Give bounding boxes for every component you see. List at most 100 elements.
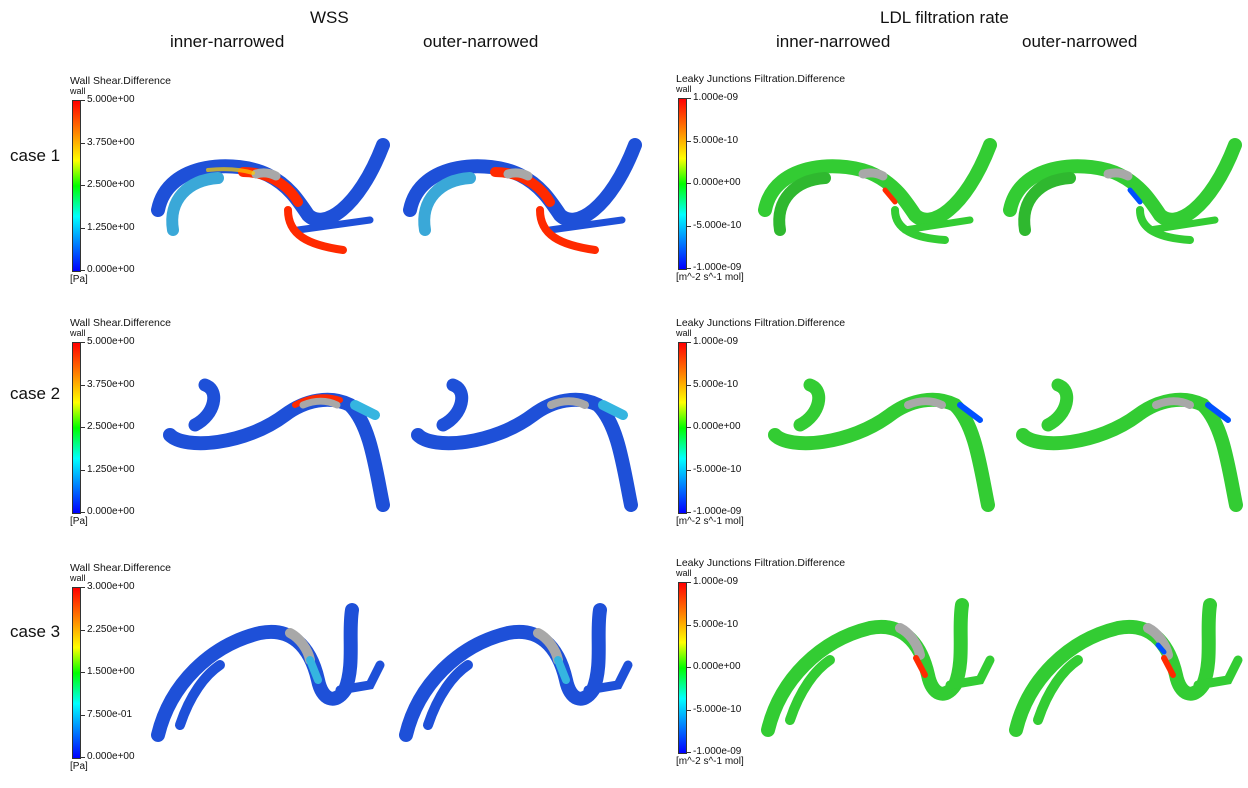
colorbar-title: Wall Shear.Difference [70, 75, 171, 87]
colorbar-tick-label: 5.000e+00 [87, 94, 135, 105]
case2-wss-inner-vessel [163, 378, 390, 512]
colorbar-tick [687, 582, 691, 583]
colorbar-gradient [678, 98, 687, 270]
colorbar-tick [687, 140, 691, 142]
colorbar-tick [81, 629, 85, 631]
colorbar-unit: [m^-2 s^-1 mol] [676, 756, 744, 767]
colorbar-tick-label: -1.000e-09 [693, 262, 742, 273]
colorbar-tick-label: 1.000e-09 [693, 576, 739, 587]
colorbar-tick-label: 5.000e+00 [87, 336, 135, 347]
colorbar-tick [687, 752, 691, 753]
colorbar-tick [687, 268, 691, 269]
colorbar-tick-label: -5.000e-10 [693, 463, 742, 475]
colorbar-subtitle: wall [70, 573, 86, 583]
colorbar-tick-label: 1.000e-09 [693, 92, 739, 103]
colorbar-tick [687, 469, 691, 471]
colorbar-tick [687, 183, 691, 184]
colorbar-unit: [Pa] [70, 274, 88, 285]
colorbar-tick [81, 672, 85, 673]
ldl-outer-header: outer-narrowed [1022, 32, 1138, 51]
colorbar-tick-label: 5.000e-10 [693, 134, 739, 146]
colorbar-unit: [m^-2 s^-1 mol] [676, 516, 744, 527]
case1-wss-outer-vessel [403, 138, 642, 254]
colorbar-tick [687, 384, 691, 386]
case1-ldl-inner-vessel [758, 138, 997, 244]
colorbar-tick-label: 5.000e-10 [693, 378, 739, 390]
colorbar-tick-label: 1.000e-09 [693, 336, 739, 347]
colorbar-unit: [m^-2 s^-1 mol] [676, 272, 744, 283]
colorbar-tick [687, 98, 691, 99]
colorbar-tick [81, 342, 85, 343]
colorbar-title: Leaky Junctions Filtration.Difference [676, 317, 846, 329]
case2-wss-outer-vessel [411, 378, 638, 512]
colorbar-tick-label: 0.000e+00 [87, 506, 135, 517]
colorbar-tick-label: 1.250e+00 [87, 221, 135, 233]
colorbar-subtitle: wall [70, 328, 86, 338]
case1-wss-inner-vessel [151, 138, 390, 254]
colorbar-tick [687, 667, 691, 668]
colorbar-tick [81, 757, 85, 758]
colorbar-tick [687, 225, 691, 227]
colorbar-tick-label: 3.750e+00 [87, 136, 135, 148]
colorbar-tick [81, 270, 85, 271]
case2-ldl-inner-vessel [768, 378, 995, 512]
colorbar-gradient [678, 342, 687, 514]
colorbar-tick [687, 512, 691, 513]
colorbar-tick-label: 0.000e+00 [693, 421, 741, 432]
case3-wss-inner-vessel [151, 603, 385, 742]
case3-ldl-inner-vessel [761, 598, 995, 737]
colorbar-title: Wall Shear.Difference [70, 317, 171, 329]
colorbar-title: Leaky Junctions Filtration.Difference [676, 557, 846, 569]
colorbar-tick-label: 0.000e+00 [693, 661, 741, 672]
colorbar-tick [687, 342, 691, 343]
ldl-section-title: LDL filtration rate [880, 8, 1009, 27]
colorbar-tick-label: 0.000e+00 [87, 264, 135, 275]
colorbar-tick-label: 1.250e+00 [87, 463, 135, 475]
colorbar-tick-label: 1.500e+00 [87, 666, 135, 677]
colorbar-tick [81, 512, 85, 513]
case1-ldl-outer-vessel [1003, 138, 1242, 244]
colorbar-tick-label: 2.250e+00 [87, 623, 135, 635]
colorbar-unit: [Pa] [70, 761, 88, 772]
colorbar-tick [81, 587, 85, 588]
colorbar-tick-label: -1.000e-09 [693, 746, 742, 757]
case-1-label: case 1 [10, 146, 61, 165]
wss-outer-header: outer-narrowed [423, 32, 539, 51]
colorbar-tick-label: 0.000e+00 [693, 177, 741, 188]
colorbar-gradient [678, 582, 687, 754]
case3-wss-outer-vessel [399, 603, 633, 742]
colorbar-gradient [72, 587, 81, 759]
colorbar-tick [81, 142, 85, 144]
colorbar-tick [81, 714, 85, 716]
wss-section-title: WSS [310, 8, 349, 27]
colorbar-tick [687, 427, 691, 428]
colorbar-title: Leaky Junctions Filtration.Difference [676, 73, 846, 85]
colorbar-tick-label: -5.000e-10 [693, 219, 742, 231]
colorbar-tick [81, 469, 85, 471]
case3-ldl-outer-vessel [1009, 598, 1243, 737]
case2-ldl-outer-vessel [1016, 378, 1243, 512]
colorbar-tick-label: 7.500e-01 [87, 708, 133, 720]
colorbar-tick-label: 0.000e+00 [87, 751, 135, 762]
colorbar-gradient [72, 342, 81, 514]
colorbar-gradient [72, 100, 81, 272]
colorbar-unit: [Pa] [70, 516, 88, 527]
colorbar-subtitle: wall [676, 568, 692, 578]
colorbar-tick-label: 2.500e+00 [87, 179, 135, 190]
colorbar-subtitle: wall [70, 86, 86, 96]
colorbar-tick [81, 227, 85, 229]
colorbar-tick-label: -5.000e-10 [693, 703, 742, 715]
colorbar-subtitle: wall [676, 84, 692, 94]
colorbar-tick [81, 100, 85, 101]
wss-inner-header: inner-narrowed [170, 32, 285, 51]
case-2-label: case 2 [10, 384, 61, 403]
colorbar-tick [81, 384, 85, 386]
colorbar-tick-label: -1.000e-09 [693, 506, 742, 517]
colorbar-tick-label: 3.000e+00 [87, 581, 135, 592]
ldl-inner-header: inner-narrowed [776, 32, 891, 51]
colorbar-tick-label: 3.750e+00 [87, 378, 135, 390]
colorbar-tick-label: 2.500e+00 [87, 421, 135, 432]
colorbar-tick [81, 185, 85, 186]
colorbar-tick [687, 709, 691, 711]
colorbar-title: Wall Shear.Difference [70, 562, 171, 574]
